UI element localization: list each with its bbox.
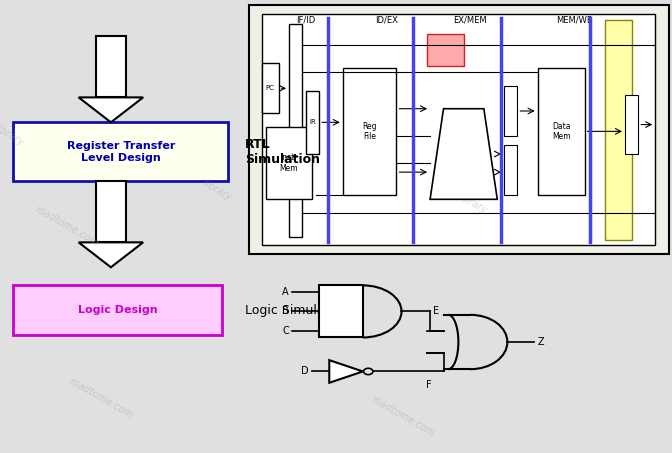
FancyBboxPatch shape	[266, 127, 312, 199]
Text: Reg
File: Reg File	[362, 122, 377, 141]
Text: iibrary: iibrary	[0, 124, 26, 148]
Text: Logic Simulation: Logic Simulation	[245, 304, 349, 317]
Text: Instr
Mem: Instr Mem	[280, 154, 298, 173]
Text: Z: Z	[538, 337, 544, 347]
Text: RTL
Simulation: RTL Simulation	[245, 138, 321, 166]
Polygon shape	[329, 360, 363, 383]
Text: IF/ID: IF/ID	[296, 16, 315, 25]
FancyBboxPatch shape	[625, 95, 638, 154]
Polygon shape	[96, 36, 126, 97]
Text: D: D	[302, 366, 309, 376]
Text: iibrary: iibrary	[457, 192, 489, 216]
FancyBboxPatch shape	[427, 34, 464, 66]
Text: EX/MEM: EX/MEM	[454, 16, 487, 25]
Text: Data
Mem: Data Mem	[552, 122, 571, 141]
FancyBboxPatch shape	[262, 14, 655, 245]
Text: roadtome.com: roadtome.com	[67, 376, 134, 421]
Text: PC: PC	[265, 85, 275, 92]
Text: MEM/WB: MEM/WB	[556, 16, 593, 25]
Polygon shape	[79, 242, 143, 267]
Text: E: E	[433, 306, 439, 317]
Text: B: B	[282, 306, 289, 317]
Text: iibrary: iibrary	[202, 178, 234, 202]
Text: IR: IR	[309, 119, 316, 125]
FancyBboxPatch shape	[504, 145, 517, 195]
Polygon shape	[79, 97, 143, 122]
Text: Logic Design: Logic Design	[78, 305, 157, 315]
FancyBboxPatch shape	[605, 20, 632, 240]
Polygon shape	[430, 109, 497, 199]
Polygon shape	[96, 181, 126, 242]
FancyBboxPatch shape	[306, 91, 319, 154]
FancyBboxPatch shape	[289, 24, 302, 237]
FancyBboxPatch shape	[262, 63, 279, 113]
FancyBboxPatch shape	[13, 285, 222, 335]
FancyBboxPatch shape	[13, 122, 228, 181]
Text: F: F	[426, 380, 431, 390]
FancyBboxPatch shape	[249, 5, 669, 254]
Text: C: C	[282, 326, 289, 336]
FancyBboxPatch shape	[319, 285, 363, 337]
Text: A: A	[282, 287, 289, 297]
Text: Register Transfer
Level Design: Register Transfer Level Design	[67, 141, 175, 163]
FancyBboxPatch shape	[538, 68, 585, 195]
Text: roadtome.com: roadtome.com	[370, 395, 437, 439]
Text: roadtome.com: roadtome.com	[34, 204, 101, 249]
FancyBboxPatch shape	[343, 68, 396, 195]
Text: ID/EX: ID/EX	[375, 16, 398, 25]
FancyBboxPatch shape	[504, 86, 517, 136]
